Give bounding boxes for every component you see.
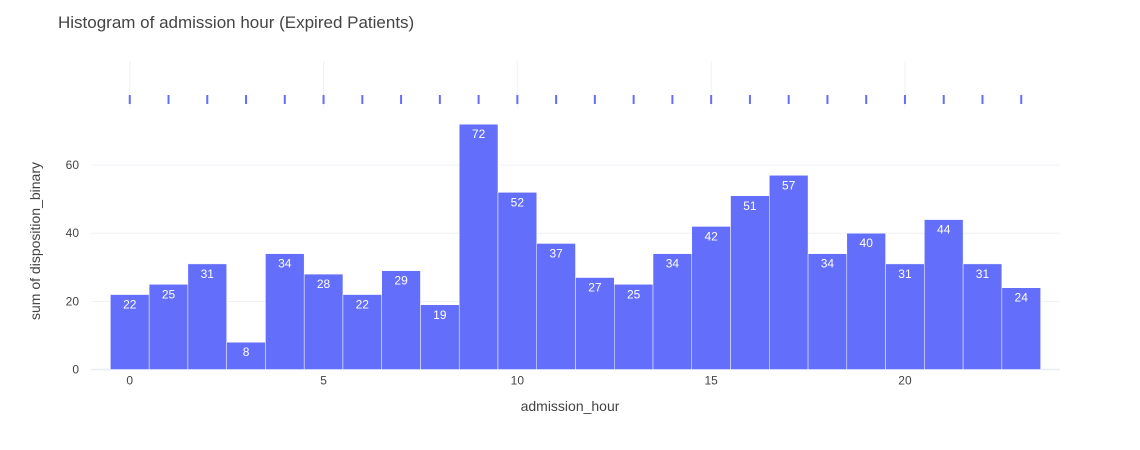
bar-value-label: 19: [433, 308, 447, 322]
histogram-bar: [575, 277, 615, 370]
bar-value-label: 31: [976, 267, 990, 281]
histogram-bar: [769, 175, 809, 370]
histogram-bar: [303, 273, 344, 370]
histogram-bar: [265, 253, 305, 370]
histogram-bar: [458, 123, 499, 370]
bar-value-label: 8: [243, 345, 250, 359]
histogram-bar: [497, 192, 537, 370]
bar-value-label: 29: [394, 274, 408, 288]
histogram-bar: [614, 284, 654, 370]
bar-value-label: 31: [201, 267, 215, 281]
histogram-bar: [187, 263, 227, 370]
bar-value-label: 40: [860, 236, 874, 250]
bar-value-label: 25: [162, 287, 176, 301]
y-tick-label: 0: [72, 363, 79, 377]
chart-title: Histogram of admission hour (Expired Pat…: [58, 13, 415, 32]
histogram-bar: [691, 226, 731, 370]
bar-value-label: 34: [666, 257, 680, 271]
x-tick-label: 10: [511, 374, 525, 388]
histogram-bar: [924, 219, 964, 370]
bar-value-label: 22: [123, 298, 137, 312]
histogram-bar: [652, 253, 693, 370]
histogram-bar: [846, 232, 886, 370]
y-tick-label: 20: [66, 294, 80, 308]
bar-value-label: 22: [356, 298, 370, 312]
bar-value-label: 34: [821, 257, 835, 271]
bar-value-label: 42: [704, 229, 718, 243]
bar-value-label: 31: [898, 267, 912, 281]
axis-layer: 0 20 40 60 0 5 10 15 20: [66, 158, 912, 387]
y-tick-label: 60: [66, 158, 80, 172]
histogram-bar: [1001, 287, 1041, 370]
bar-value-label: 28: [317, 277, 331, 291]
histogram-bar: [730, 195, 770, 370]
bar-value-label: 57: [782, 178, 796, 192]
bar-value-label: 25: [627, 287, 641, 301]
bar-value-label: 51: [743, 199, 757, 213]
bar-value-label: 34: [278, 257, 292, 271]
x-axis-title: admission_hour: [521, 398, 620, 414]
y-tick-label: 40: [66, 226, 80, 240]
bar-value-label: 37: [549, 246, 563, 260]
histogram-bar: [536, 243, 576, 370]
bar-value-label: 44: [937, 223, 951, 237]
bar-value-label: 52: [511, 195, 525, 209]
rug-layer: [128, 95, 1023, 104]
histogram-bar: [342, 294, 382, 370]
bar-value-label: 24: [1015, 291, 1029, 305]
histogram-bar: [110, 294, 150, 370]
histogram-bar: [226, 341, 266, 370]
x-tick-label: 20: [898, 374, 912, 388]
y-axis-title: sum of disposition_binary: [27, 162, 43, 320]
histogram-bar: [420, 304, 460, 370]
histogram-bar: [807, 253, 848, 370]
histogram-bar: [962, 263, 1003, 370]
x-tick-label: 15: [704, 374, 718, 388]
bar-value-label: 27: [588, 281, 602, 295]
x-tick-label: 0: [126, 374, 133, 388]
histogram-bar: [381, 270, 421, 370]
histogram-bar: [148, 284, 189, 370]
bars-layer: 22 25 31 8 34 28 22 29 19 72 52 37 27 25 34 42 51 57 34 40 3…: [110, 123, 1041, 370]
bar-value-label: 72: [472, 127, 486, 141]
histogram-bar: [885, 263, 925, 370]
x-tick-label: 5: [320, 374, 327, 388]
